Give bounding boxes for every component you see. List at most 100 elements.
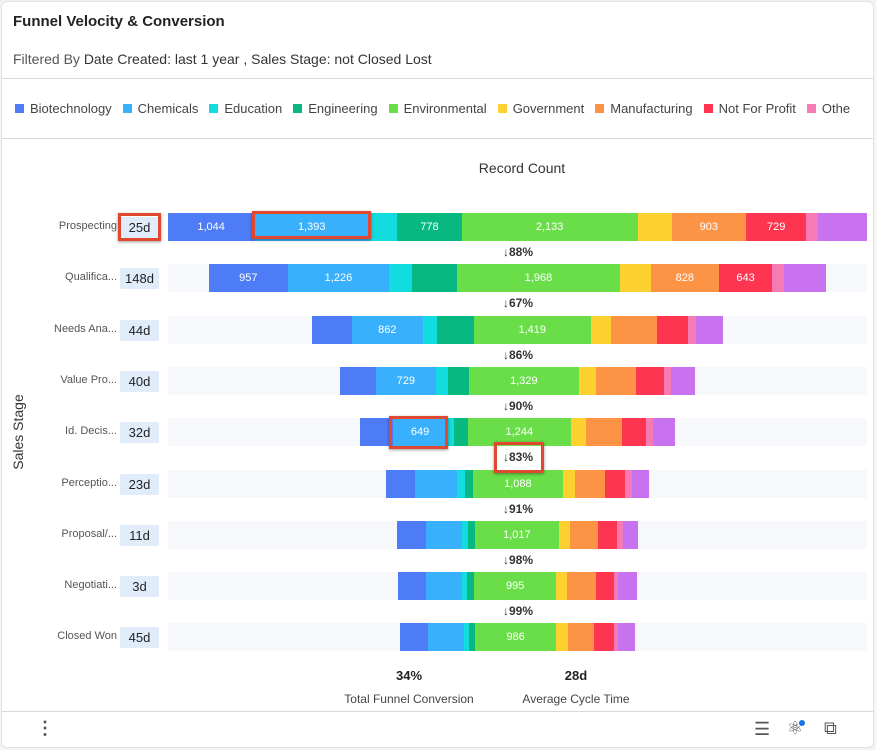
- bar-segment[interactable]: [399, 623, 428, 652]
- bar-segment[interactable]: 1,017: [474, 520, 559, 549]
- bar-segment[interactable]: [426, 572, 463, 601]
- bar-segment[interactable]: 828: [650, 264, 719, 293]
- bar-segment[interactable]: [468, 623, 475, 652]
- bar-segment[interactable]: [595, 366, 637, 395]
- legend-item[interactable]: Not For Profit: [703, 101, 796, 116]
- bar-segment[interactable]: [558, 520, 570, 549]
- bar-segment[interactable]: [360, 418, 394, 447]
- bar-segment[interactable]: [578, 366, 596, 395]
- bar-segment[interactable]: 643: [719, 264, 773, 293]
- bar-segment[interactable]: [457, 469, 466, 498]
- bar-segment[interactable]: 957: [208, 264, 288, 293]
- legend-item[interactable]: Biotechnology: [15, 101, 112, 116]
- bar-segment[interactable]: [663, 366, 671, 395]
- bar-segment[interactable]: [446, 418, 454, 447]
- bar-segment[interactable]: 1,329: [468, 366, 579, 395]
- bar-segment[interactable]: [605, 469, 626, 498]
- bar-segment[interactable]: [312, 315, 352, 344]
- bar-segment[interactable]: [645, 418, 653, 447]
- legend-item[interactable]: Education: [209, 101, 282, 116]
- bar-segment[interactable]: [461, 520, 468, 549]
- bar-segment[interactable]: [688, 315, 697, 344]
- bar-segment[interactable]: [422, 315, 437, 344]
- bar-segment[interactable]: [594, 623, 615, 652]
- bar-segment[interactable]: [636, 366, 664, 395]
- bar-segment[interactable]: [462, 572, 468, 601]
- bar-segment[interactable]: 729: [375, 366, 436, 395]
- bar-segment[interactable]: [574, 469, 606, 498]
- bar-segment[interactable]: [657, 315, 689, 344]
- legend-item[interactable]: Manufacturing: [595, 101, 693, 116]
- bar-segment[interactable]: [696, 315, 723, 344]
- bar-segment[interactable]: [453, 418, 468, 447]
- bar-segment[interactable]: [637, 213, 672, 241]
- bar-segment[interactable]: 1,419: [473, 315, 591, 344]
- legend-item[interactable]: Engineering: [293, 101, 378, 116]
- bar-segment[interactable]: 778: [397, 213, 462, 241]
- bar-segment[interactable]: [598, 520, 618, 549]
- more-options-icon[interactable]: ⋮: [36, 718, 54, 738]
- bar-segment[interactable]: [595, 572, 614, 601]
- bar-segment[interactable]: 1,244: [467, 418, 571, 447]
- ai-atom-icon[interactable]: ⚛: [787, 718, 806, 738]
- bar-segment[interactable]: [398, 572, 427, 601]
- bar-segment[interactable]: [617, 572, 637, 601]
- bar-segment[interactable]: [614, 623, 619, 652]
- bar-segment[interactable]: [447, 366, 469, 395]
- bar-segment[interactable]: [619, 264, 651, 293]
- open-external-icon[interactable]: ⧉: [824, 718, 837, 738]
- bar-segment[interactable]: [818, 213, 867, 241]
- bar-segment[interactable]: [425, 520, 462, 549]
- bar-segment[interactable]: [412, 264, 458, 293]
- bar-segment[interactable]: [618, 623, 636, 652]
- legend-item[interactable]: Chemicals: [122, 101, 198, 116]
- bar-segment[interactable]: 986: [474, 623, 557, 652]
- bar-segment[interactable]: 1,968: [457, 264, 620, 293]
- bar-segment[interactable]: [623, 520, 639, 549]
- bar-segment[interactable]: [613, 572, 618, 601]
- bar-segment[interactable]: 1,226: [287, 264, 390, 293]
- bar-segment[interactable]: [414, 469, 458, 498]
- bar-segment[interactable]: [562, 469, 575, 498]
- bar-segment[interactable]: 1,044: [168, 213, 255, 241]
- bar-segment[interactable]: 2,133: [461, 213, 638, 241]
- bar-segment[interactable]: [463, 623, 469, 652]
- bar-segment[interactable]: 862: [351, 315, 423, 344]
- bar-segment[interactable]: [435, 366, 448, 395]
- bar-segment[interactable]: [389, 264, 413, 293]
- bar-segment[interactable]: [652, 418, 675, 447]
- bar-segment[interactable]: [427, 623, 464, 652]
- bar-segment[interactable]: [465, 469, 473, 498]
- bar-segment[interactable]: [570, 418, 587, 447]
- bar-segment[interactable]: 729: [746, 213, 807, 241]
- list-view-icon[interactable]: ☰: [754, 719, 771, 739]
- bar-segment[interactable]: [340, 366, 376, 395]
- legend-item[interactable]: Othe: [806, 101, 850, 116]
- bar-segment[interactable]: [396, 520, 426, 549]
- bar-segment[interactable]: [567, 572, 596, 601]
- bar-segment[interactable]: [467, 572, 475, 601]
- bar-segment[interactable]: [556, 623, 569, 652]
- bar-segment[interactable]: [625, 469, 633, 498]
- bar-segment[interactable]: [467, 520, 475, 549]
- bar-segment[interactable]: 1,088: [472, 469, 563, 498]
- bar-segment[interactable]: [621, 418, 646, 447]
- bar-segment[interactable]: [568, 623, 595, 652]
- bar-segment[interactable]: [385, 469, 415, 498]
- bar-segment[interactable]: [772, 264, 785, 293]
- bar-segment[interactable]: [369, 213, 398, 241]
- bar-segment[interactable]: [806, 213, 819, 241]
- bar-segment[interactable]: [590, 315, 611, 344]
- bar-segment[interactable]: [784, 264, 827, 293]
- bar-segment[interactable]: [556, 572, 568, 601]
- bar-segment[interactable]: 649: [393, 418, 447, 447]
- bar-segment[interactable]: [586, 418, 622, 447]
- bar-segment[interactable]: 903: [671, 213, 747, 241]
- bar-segment[interactable]: [670, 366, 695, 395]
- bar-segment[interactable]: 995: [474, 572, 557, 601]
- legend-item[interactable]: Government: [497, 101, 584, 116]
- bar-segment[interactable]: [632, 469, 650, 498]
- bar-segment[interactable]: [436, 315, 474, 344]
- legend-item[interactable]: Environmental: [388, 101, 487, 116]
- bar-segment[interactable]: [617, 520, 624, 549]
